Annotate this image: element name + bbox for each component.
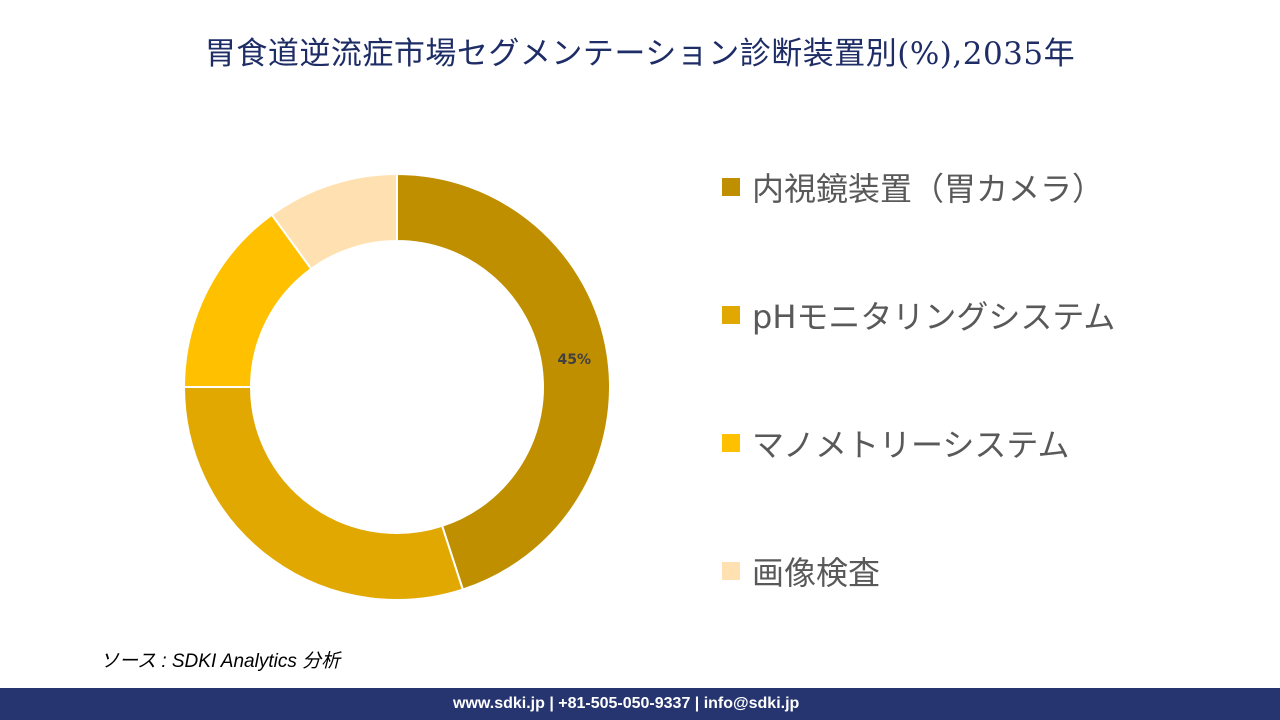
legend-label: マノメトリーシステム (752, 426, 1070, 464)
legend-swatch (722, 562, 740, 580)
source-note: ソース : SDKI Analytics 分析 (100, 651, 341, 672)
legend-label: 内視鏡装置（胃カメラ） (752, 170, 1105, 208)
legend-item: マノメトリーシステム (722, 422, 1115, 464)
legend-swatch (722, 178, 740, 196)
donut-segment (396, 172, 611, 591)
legend-swatch (722, 306, 740, 324)
donut-segment (270, 172, 398, 271)
data-label: 45% (558, 352, 592, 368)
legend-item: 内視鏡装置（胃カメラ） (722, 166, 1115, 208)
legend-item: 画像検査 (722, 550, 1115, 592)
legend-label: 画像検査 (752, 554, 881, 592)
chart-title: 胃食道逆流症市場セグメンテーション診断装置別(%),2035年 (204, 36, 1076, 72)
legend: 内視鏡装置（胃カメラ） pHモニタリングシステム マノメトリーシステム 画像検査 (722, 166, 1115, 678)
legend-label: pHモニタリングシステム (752, 298, 1116, 336)
footer-bar: www.sdki.jp | +81-505-050-9337 | info@sd… (0, 688, 1280, 720)
footer-contact: www.sdki.jp | +81-505-050-9337 | info@sd… (453, 695, 800, 712)
legend-swatch (722, 434, 740, 452)
legend-item: pHモニタリングシステム (722, 294, 1115, 336)
donut-segment (182, 386, 465, 601)
